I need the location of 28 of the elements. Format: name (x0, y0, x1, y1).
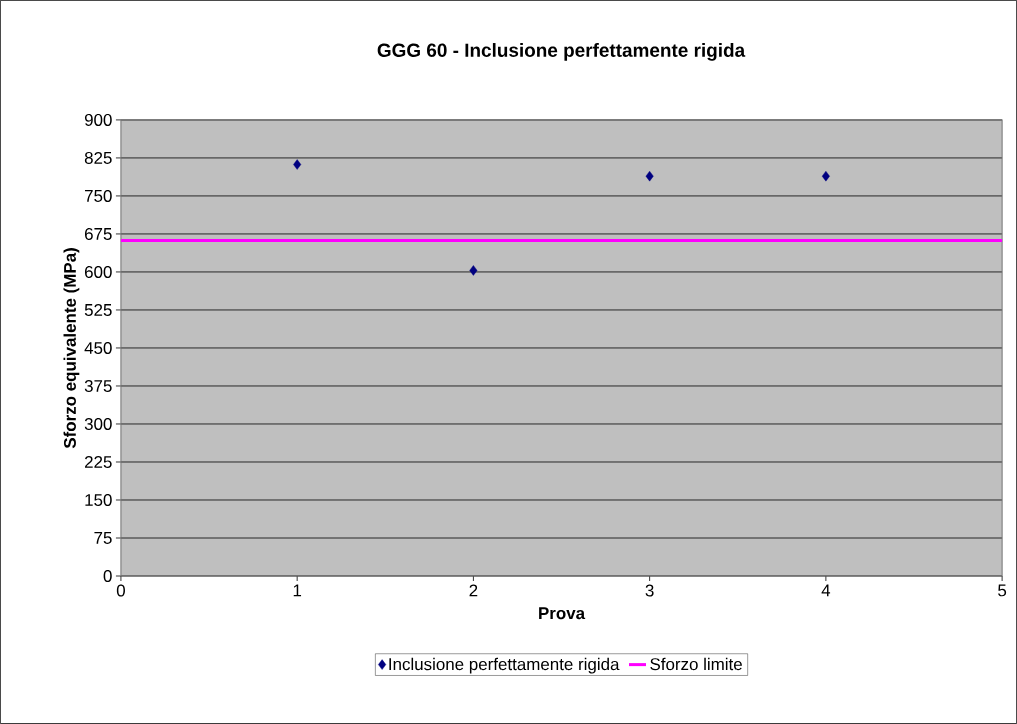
legend-label: Sforzo limite (650, 657, 742, 671)
y-tick-label: 750 (85, 189, 112, 202)
point (293, 159, 302, 170)
y-tick-label: 375 (84, 380, 112, 392)
x-tick-label: 2 (469, 584, 478, 597)
y-tick-label: 150 (85, 494, 112, 507)
legend-label: Inclusione perfettamente rigida (389, 657, 620, 674)
y-tick-label: 0 (103, 570, 112, 583)
x-tick-label: 5 (998, 584, 1007, 597)
y-tick-label: 825 (84, 151, 112, 164)
x-tick-label: 0 (116, 584, 125, 597)
y-tick-label: 900 (84, 113, 112, 126)
chart-title: GGG 60 - Inclusione perfettamente rigida (377, 43, 746, 61)
point (645, 171, 654, 182)
x-tick-label: 3 (645, 584, 654, 597)
x-tick-label: 4 (821, 584, 831, 597)
y-tick-label: 525 (84, 303, 112, 316)
point (821, 171, 830, 182)
y-tick-label: 450 (84, 341, 112, 354)
y-axis-title: Sforzo equivalente (MPa) (63, 248, 80, 449)
x-axis-title: Prova (539, 607, 586, 620)
y-tick-label: 225 (85, 456, 112, 469)
y-tick-label: 300 (84, 418, 112, 431)
y-tick-label: 75 (94, 532, 112, 544)
y-tick-label: 600 (85, 265, 112, 278)
y-tick-label: 675 (85, 227, 112, 240)
point (469, 265, 478, 276)
x-tick-label: 1 (293, 584, 302, 597)
